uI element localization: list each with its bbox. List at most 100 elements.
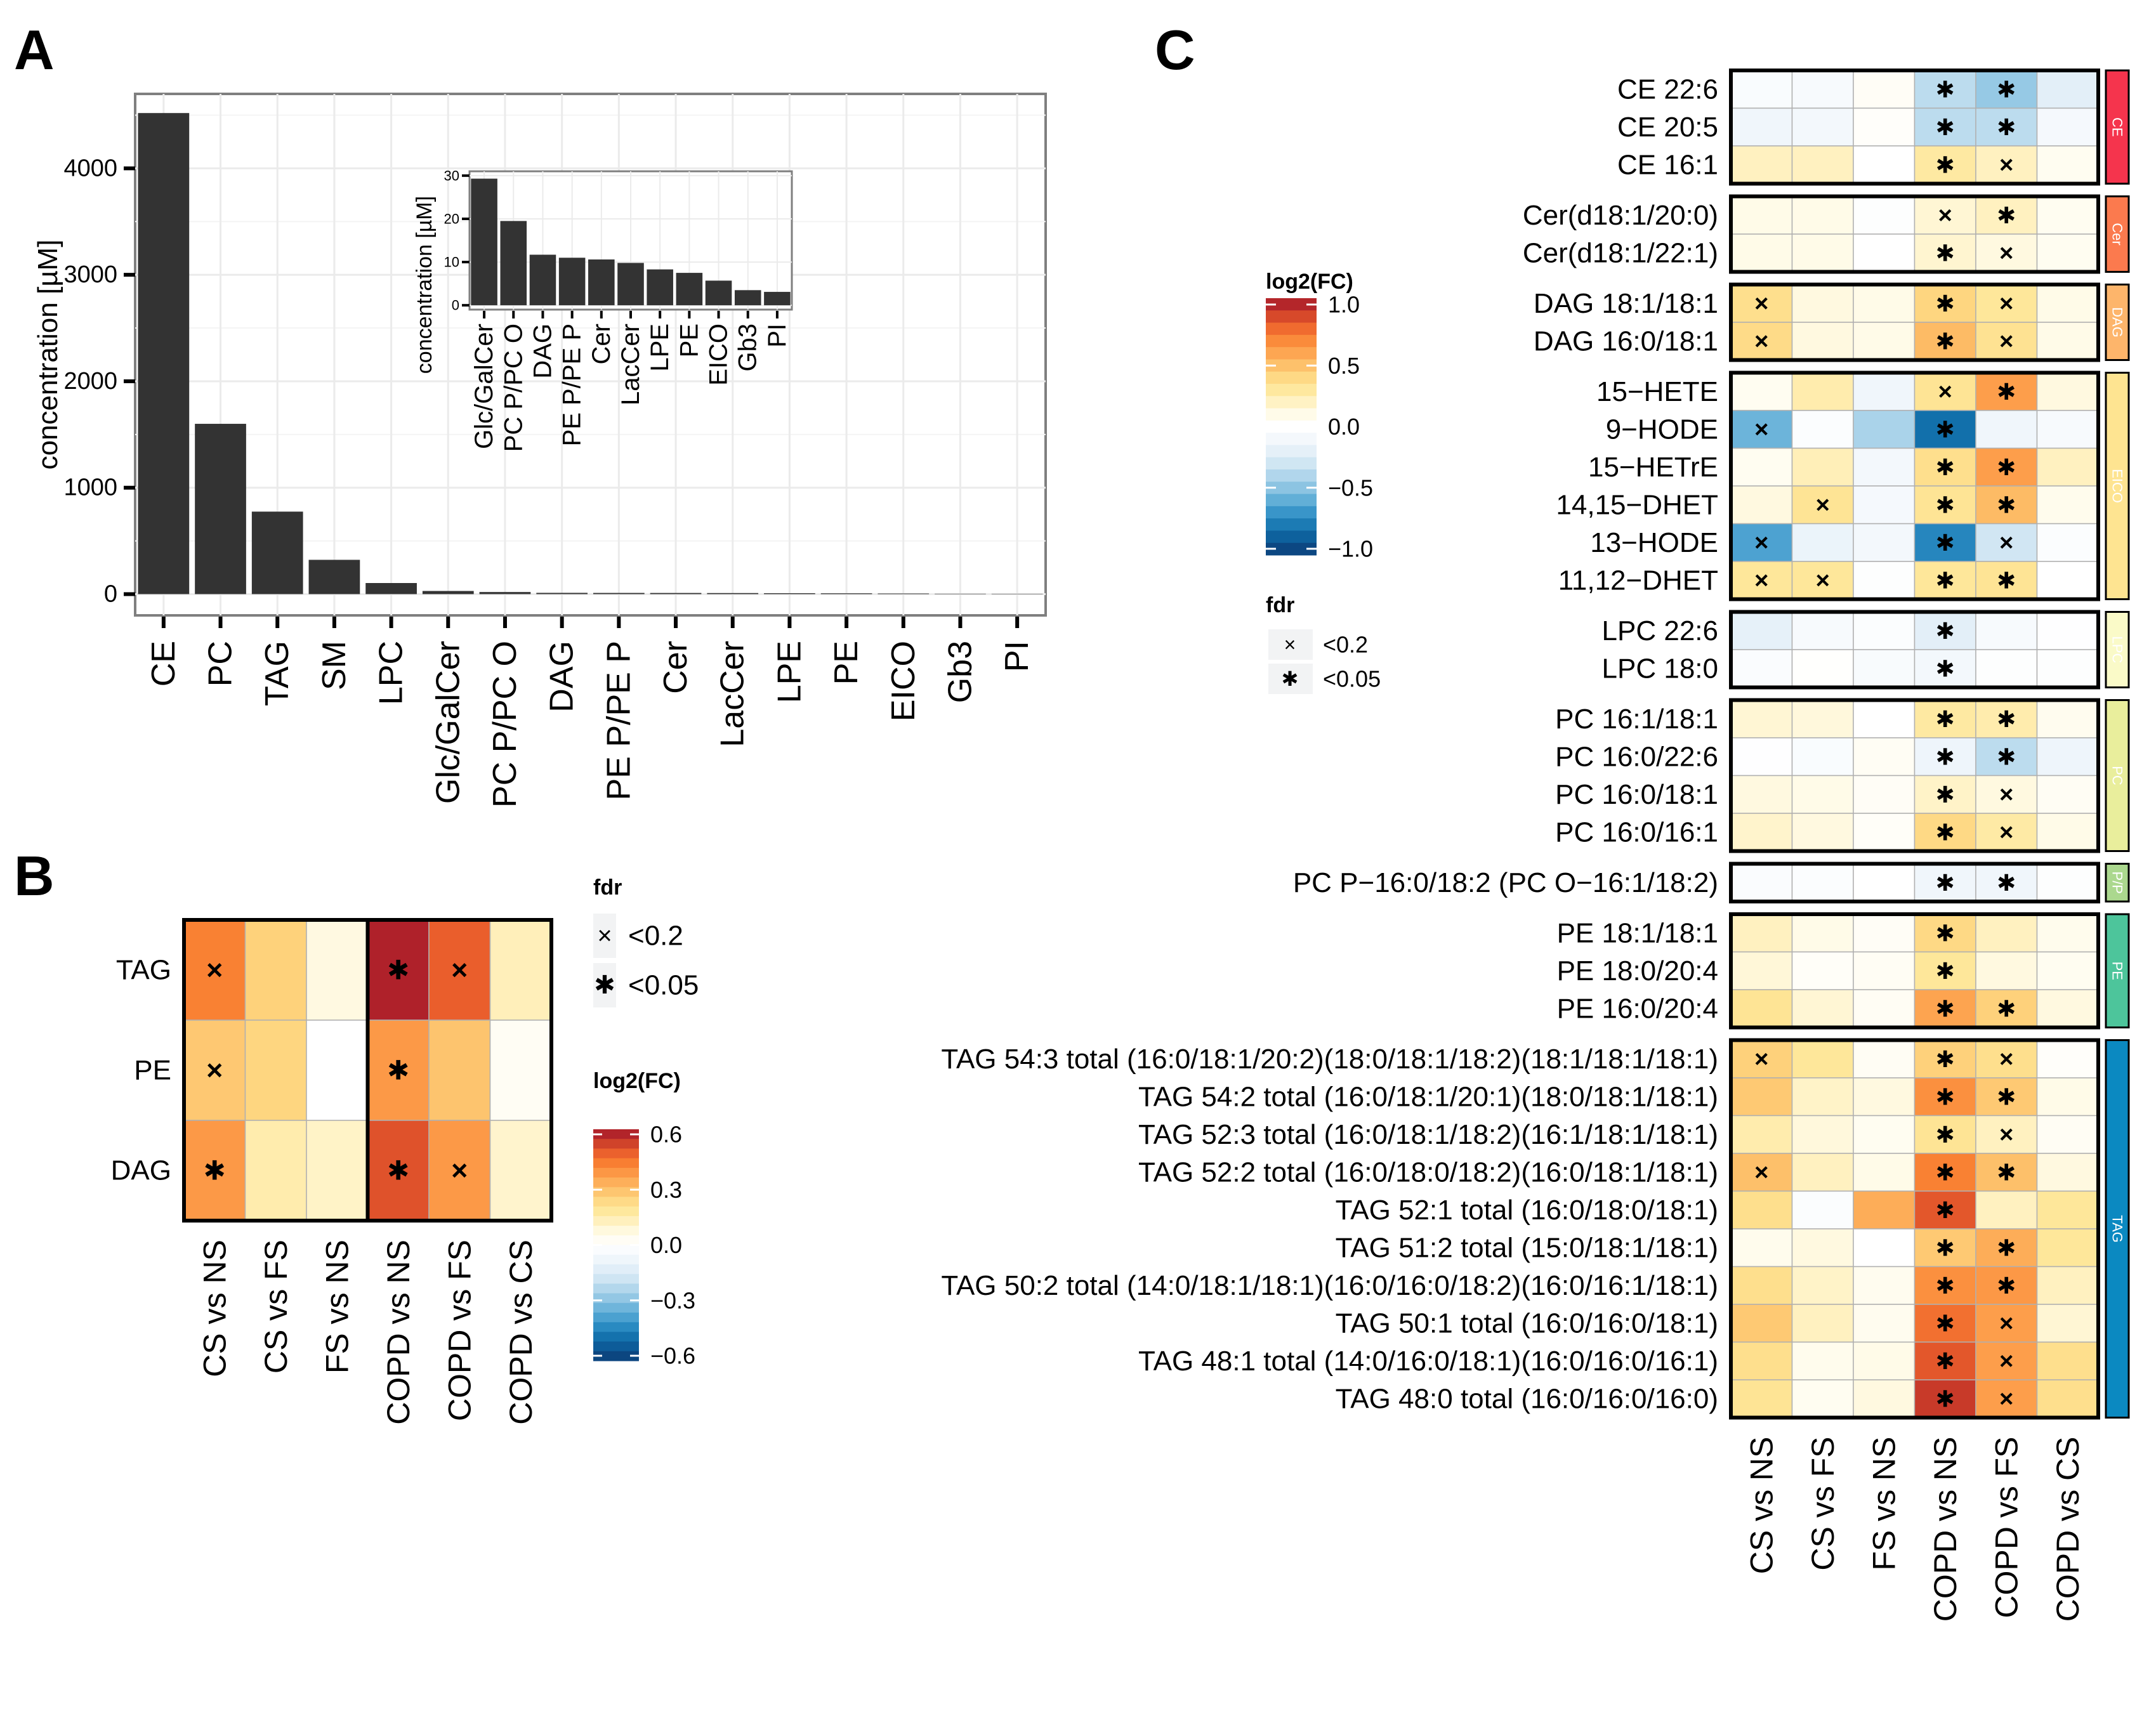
- heatmap-cell: [1853, 523, 1916, 562]
- fdr-asterisk-icon: ✱: [1936, 995, 1955, 1021]
- heatmap-cell: [1791, 284, 1854, 323]
- fdr-asterisk-icon: ✱: [1997, 492, 2016, 518]
- colorbar-segment: [593, 1177, 639, 1188]
- fdr-asterisk-icon: ✱: [1936, 1348, 1955, 1374]
- column-label: FS vs NS: [319, 1240, 355, 1374]
- heatmap-cell: [1791, 107, 1854, 147]
- group-strip-label: PE: [2110, 962, 2126, 980]
- inset-x-tick-label: PI: [763, 324, 791, 348]
- colorbar-segment: [593, 1187, 639, 1197]
- inset-bar-gb3: [734, 290, 761, 306]
- fdr-asterisk-icon: ✱: [1936, 744, 1955, 770]
- fdr-cross-icon: ×: [1999, 327, 2013, 355]
- colorbar-tick-label: 0.6: [650, 1122, 682, 1148]
- colorbar-segment: [1266, 457, 1317, 470]
- fdr-legend-label: <0.05: [1323, 666, 1381, 692]
- heatmap-cell: [1853, 372, 1916, 411]
- row-label: TAG 54:2 total (16:0/18:1/20:1)(18:0/18:…: [1138, 1081, 1718, 1112]
- colorbar-segment: [593, 1139, 639, 1149]
- heatmap-cell: [1853, 145, 1916, 185]
- heatmap-cell: [1730, 1379, 1793, 1419]
- inset-x-tick-label: PE: [675, 324, 703, 357]
- colorbar-segment: [593, 1235, 639, 1245]
- bar-pc: [195, 424, 246, 594]
- row-label: 15−HETE: [1596, 376, 1718, 407]
- heatmap-cell: [2036, 989, 2099, 1028]
- row-label: PE: [134, 1055, 171, 1086]
- fdr-legend-label: <0.2: [1323, 632, 1368, 658]
- heatmap-cell: [244, 919, 307, 1021]
- group-strip-label: P/P: [2110, 872, 2126, 894]
- heatmap-cell: [1975, 914, 2038, 953]
- bar-lpc: [365, 583, 417, 594]
- fdr-asterisk-icon: ✱: [1936, 1310, 1955, 1336]
- heatmap-cell: [1730, 813, 1793, 852]
- heatmap-cell: [2036, 1304, 2099, 1343]
- x-tick-label: Glc/GalCer: [430, 641, 466, 804]
- colorbar-segment: [1266, 506, 1317, 519]
- heatmap-cell: [1853, 1115, 1916, 1154]
- heatmap-cell: [1791, 145, 1854, 185]
- fdr-asterisk-icon: ✱: [1997, 114, 2016, 140]
- heatmap-cell: [1730, 649, 1793, 688]
- column-label: COPD vs FS: [442, 1240, 477, 1421]
- fdr-asterisk-icon: ✱: [1936, 567, 1955, 593]
- fdr-asterisk-icon: ✱: [1997, 706, 2016, 732]
- row-label: TAG 50:2 total (14:0/18:1/18:1)(16:0/16:…: [941, 1270, 1718, 1301]
- column-label: COPD vs CS: [503, 1240, 539, 1425]
- fdr-asterisk-icon: ✱: [1936, 454, 1955, 480]
- fdr-asterisk-icon: ✱: [1936, 1159, 1955, 1185]
- fdr-asterisk-icon: ✱: [1936, 291, 1955, 317]
- heatmap-cell: [1730, 611, 1793, 650]
- heatmap-cell: [1791, 1266, 1854, 1305]
- y-axis-title: concentration [µM]: [32, 240, 63, 470]
- inset-bar-pc-p-pc-o: [500, 221, 527, 306]
- heatmap-cell: [1853, 1190, 1916, 1229]
- column-label: CS vs FS: [258, 1240, 294, 1374]
- inset-x-tick-label: PE P/PE P: [558, 324, 586, 446]
- heatmap-cell: [1791, 649, 1854, 688]
- heatmap-cell: [1853, 233, 1916, 273]
- row-label: 15−HETrE: [1588, 452, 1718, 483]
- heatmap-cell: [2036, 1190, 2099, 1229]
- fdr-asterisk-icon: ✱: [387, 1056, 409, 1085]
- heatmap-cell: [1791, 410, 1854, 449]
- heatmap-cell: [1975, 813, 2038, 852]
- group-strip-pc: [2105, 699, 2130, 852]
- fdr-asterisk-icon: ✱: [1936, 328, 1955, 354]
- heatmap-cell: [1791, 863, 1854, 902]
- heatmap-cell: [1975, 951, 2038, 990]
- row-label: CE 16:1: [1617, 149, 1718, 180]
- heatmap-cell: [1730, 485, 1793, 525]
- heatmap-cell: [1853, 737, 1916, 777]
- bar-sm: [308, 560, 360, 594]
- heatmap-cell: [1730, 1266, 1793, 1305]
- heatmap-cell: [2036, 649, 2099, 688]
- heatmap-cell: [1914, 1077, 1976, 1117]
- inset-y-tick-label: 10: [444, 254, 459, 270]
- heatmap-cell: [2036, 1039, 2099, 1079]
- heatmap-cell: [1791, 1228, 1854, 1268]
- colorbar-segment: [1266, 384, 1317, 397]
- inset-x-tick-label: Glc/GalCer: [470, 324, 498, 449]
- colorbar-segment: [593, 1274, 639, 1284]
- heatmap-cell: [1975, 1115, 2038, 1154]
- heatmap-cell: [1791, 813, 1854, 852]
- panel-label-c: C: [1155, 18, 1195, 81]
- group-strip-pe: [2105, 913, 2130, 1028]
- fdr-legend-key: [1268, 664, 1313, 694]
- x-tick-label: PE: [828, 641, 865, 685]
- group-border: [1729, 194, 2100, 274]
- fdr-asterisk-icon: ✱: [1936, 1122, 1955, 1148]
- heatmap-cell: [1853, 485, 1916, 525]
- heatmap-cell: [1730, 70, 1793, 109]
- row-label: TAG 48:1 total (14:0/16:0/18:1)(16:0/16:…: [1138, 1346, 1718, 1377]
- group-border: [1729, 1038, 2100, 1420]
- heatmap-cell: [1853, 284, 1916, 323]
- x-tick-label: LacCer: [714, 641, 751, 747]
- bar-ce: [138, 113, 190, 594]
- inset-x-tick-label: EICO: [705, 324, 733, 386]
- heatmap-cell: [306, 1120, 369, 1221]
- color-legend-title: log2(FC): [1266, 270, 1353, 294]
- bar-glc-galcer: [422, 591, 474, 594]
